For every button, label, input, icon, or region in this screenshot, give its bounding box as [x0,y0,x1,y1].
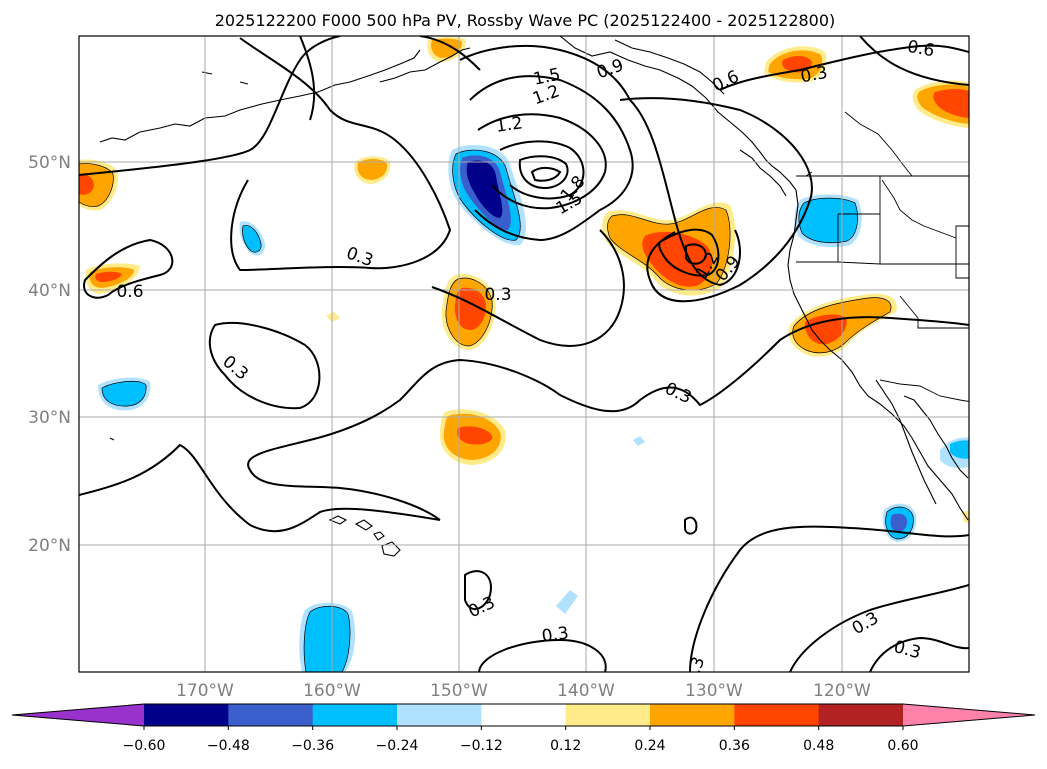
contour-label: 0.3 [681,654,709,686]
colorbar-extend-max [903,704,1035,726]
contour-label: 0.3 [541,623,571,647]
negative-anomaly-small-north [239,221,266,256]
negative-anomaly-hawaii-south [299,602,356,672]
positive-anomaly-central [441,273,496,350]
contour-label: 0.3 [799,63,829,87]
lat-label-20n: 20°N [28,536,71,556]
contour-label: 0.3 [484,285,511,305]
colorbar-tick-label: 0.36 [719,738,750,754]
colorbar-segment [734,704,820,726]
colorbar-segment [312,704,398,726]
colorbar-segment [228,704,314,726]
contour-label: 0.6 [116,282,143,302]
colorbar-tick-label: −0.12 [460,738,503,754]
positive-anomaly-offshore [602,202,736,296]
colorbar-segment [397,704,482,726]
lon-label-140w: 140°W [557,681,615,701]
colorbar-segment [144,704,229,726]
negative-anomaly-west [98,377,151,411]
colorbar-segment [565,704,651,726]
colorbar-tick-label: 0.12 [550,738,581,754]
colorbar-segment [650,704,735,726]
latitude-labels: 50°N 40°N 30°N 20°N [28,153,71,556]
pv-contours [79,36,969,672]
figure-title: 2025122200 F000 500 hPa PV, Rossby Wave … [215,11,836,30]
positive-anomaly-northeast [912,80,969,128]
speck-3 [556,590,578,614]
colorbar-tick-label: 0.48 [803,738,834,754]
speck-2 [633,436,645,446]
lon-label-120w: 120°W [813,681,871,701]
colorbar-segment [481,704,567,726]
gridlines [79,36,969,672]
pc-shading [79,37,969,672]
negative-anomaly-pacific-northwest [794,194,862,248]
contour-label: 1.2 [495,113,525,137]
coastlines [99,36,969,557]
lon-label-150w: 150°W [430,681,488,701]
longitude-labels: 170°W 160°W 150°W 140°W 130°W 120°W [176,681,871,701]
lat-label-30n: 30°N [28,408,71,428]
positive-anomaly-dateline [85,263,140,294]
map-panel: 1.5 1.2 0.9 0.6 0.3 1.2 1.8 1.5 0.3 0.6 … [78,35,970,686]
colorbar-tick-label: −0.24 [376,738,419,754]
speck-1 [326,312,340,322]
colorbar-extend-min [12,704,144,726]
colorbar-segment [818,704,904,726]
positive-anomaly-gulf-north [427,37,466,62]
lon-label-130w: 130°W [685,681,743,701]
positive-anomaly-south [439,409,506,465]
colorbar-tick-label: 0.60 [887,738,918,754]
contour-label: 0.6 [906,37,936,61]
negative-anomaly-baja [882,503,917,542]
positive-anomaly-small-north [354,156,391,184]
map-frame [78,35,970,673]
negative-anomaly-east-edge [940,437,969,468]
colorbar-tick-label: −0.60 [123,738,166,754]
lon-label-170w: 170°W [176,681,234,701]
colorbar-tick-label: −0.48 [207,738,250,754]
lat-label-50n: 50°N [28,153,71,173]
colorbar-tick-label: 0.24 [634,738,665,754]
colorbar: −0.60 −0.48 −0.36 −0.24 −0.12 0.12 0.24 0.36 0.4… [11,703,1036,754]
colorbar-tick-label: −0.36 [291,738,334,754]
lon-label-160w: 160°W [303,681,361,701]
political-borders [796,111,969,402]
lat-label-40n: 40°N [28,281,71,301]
